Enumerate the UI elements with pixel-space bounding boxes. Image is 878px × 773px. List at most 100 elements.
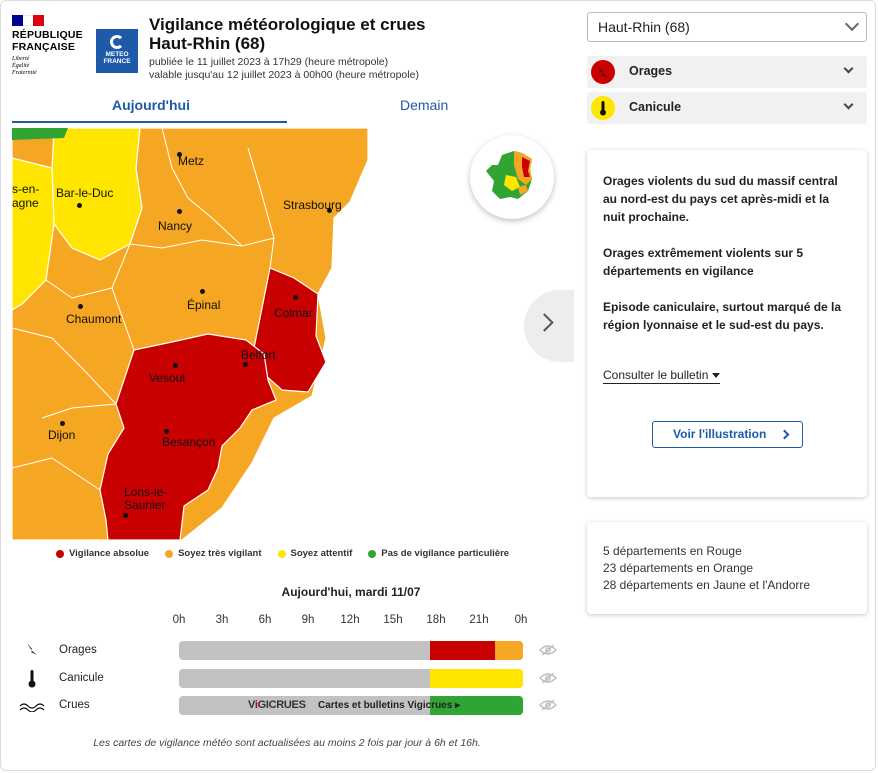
city-label-lons-2: Saunier xyxy=(124,498,166,512)
city-label-chaumont: Chaumont xyxy=(66,312,122,326)
eye-off-icon[interactable] xyxy=(539,699,557,711)
accordion-label: Canicule xyxy=(629,100,682,114)
city-dot-metz xyxy=(177,152,182,157)
department-borders xyxy=(12,128,275,491)
map-region-red-haut-rhin xyxy=(253,267,327,393)
accordion-orages[interactable]: Orages xyxy=(587,56,867,88)
legend-item-red: Vigilance absolue xyxy=(56,548,149,559)
lightning-icon xyxy=(17,642,47,659)
bulletin-paragraph: Episode caniculaire, surtout marqué de l… xyxy=(603,300,842,332)
legend-item-orange: Soyez très vigilant xyxy=(165,548,262,559)
map-svg xyxy=(12,128,562,540)
accordion-label: Orages xyxy=(629,64,673,78)
city-dot-belfort xyxy=(243,362,248,367)
timeline-bar-canicule[interactable] xyxy=(179,669,523,688)
vigicrues-link[interactable]: ViGICRUES Cartes et bulletins Vigicrues … xyxy=(179,696,523,715)
legend-item-yellow: Soyez attentif xyxy=(277,548,352,559)
consult-bulletin-dropdown[interactable]: Consulter le bulletin xyxy=(603,368,721,384)
vigicrues-logo: ViGICRUES xyxy=(248,699,306,711)
lightning-icon xyxy=(591,60,615,84)
map-legend: Vigilance absolue Soyez très vigilant So… xyxy=(56,548,509,559)
flag-icon xyxy=(12,15,45,26)
hour-label: 12h xyxy=(340,614,360,626)
published-date: publiée le 11 juillet 2023 à 17h29 (heur… xyxy=(149,56,389,68)
city-dot-strasbourg xyxy=(327,208,332,213)
city-label-vesoul: Vesoul xyxy=(149,371,186,385)
stat-red: 5 départements en Rouge xyxy=(603,544,742,558)
update-footnote: Les cartes de vigilance météo sont actua… xyxy=(93,737,481,749)
red-dot-icon xyxy=(56,549,64,558)
city-dot-chaumont xyxy=(78,304,83,309)
stat-yellow: 28 départements en Jaune et l'Andorre xyxy=(603,578,811,592)
department-select-value: Haut-Rhin (68) xyxy=(598,19,690,35)
yellow-dot-icon xyxy=(277,549,286,558)
hour-label: 0h xyxy=(172,614,186,626)
caret-down-icon xyxy=(712,373,721,379)
hour-label: 3h xyxy=(215,614,229,626)
legend-item-green: Pas de vigilance particulière xyxy=(368,548,509,559)
chevron-right-icon xyxy=(535,313,554,332)
eye-off-icon[interactable] xyxy=(539,672,557,684)
hour-label: 21h xyxy=(469,614,489,626)
bulletin-paragraph: Orages extrêmement violents sur 5 départ… xyxy=(603,246,804,278)
eye-off-icon[interactable] xyxy=(539,644,557,656)
republique-francaise-logo: RÉPUBLIQUE FRANÇAISE Liberté Égalité Fra… xyxy=(12,15,92,77)
hour-label: 18h xyxy=(426,614,446,626)
accordion-canicule[interactable]: Canicule xyxy=(587,92,867,124)
tab-active-indicator xyxy=(12,121,287,123)
city-label-nancy: Nancy xyxy=(158,219,193,233)
bulletin-card: Orages violents du sud du massif central… xyxy=(587,150,867,497)
city-label-metz: Metz xyxy=(178,154,205,168)
vigicrues-link-label: Cartes et bulletins Vigicrues ▸ xyxy=(318,700,461,711)
hour-label: 0h xyxy=(514,614,528,626)
chevron-down-icon xyxy=(843,99,854,110)
city-dot-epinal xyxy=(200,289,205,294)
waves-icon xyxy=(17,699,47,715)
chevron-down-icon xyxy=(843,63,854,74)
segment-red xyxy=(430,641,495,660)
next-map-button[interactable] xyxy=(524,290,574,362)
city-label-bar-le-duc: Bar-le-Duc xyxy=(56,186,114,200)
map-region-green xyxy=(12,128,68,140)
department-select[interactable]: Haut-Rhin (68) xyxy=(587,12,867,42)
row-label-orages: Orages xyxy=(59,644,97,656)
timeline-bar-orages[interactable] xyxy=(179,641,523,660)
vigilance-map[interactable]: Metz s-en- agne Bar-le-Duc Strasbourg Na… xyxy=(12,128,562,540)
stat-orange: 23 départements en Orange xyxy=(603,561,754,575)
city-label-dijon: Dijon xyxy=(48,428,76,442)
bulletin-paragraph: Orages violents du sud du massif central… xyxy=(603,174,838,224)
rf-name-line1: RÉPUBLIQUE xyxy=(12,29,83,41)
city-label-colmar: Colmar xyxy=(274,306,313,320)
chevron-down-icon xyxy=(844,16,860,32)
city-dot-vesoul xyxy=(173,363,178,368)
tab-tomorrow[interactable]: Demain xyxy=(400,97,449,113)
city-label-epinal: Épinal xyxy=(187,298,221,312)
rf-name-line2: FRANÇAISE xyxy=(12,41,76,53)
view-illustration-button[interactable]: Voir l'illustration xyxy=(652,421,803,448)
city-dot-bar-le-duc xyxy=(77,203,82,208)
map-region-red-south xyxy=(99,333,277,540)
city-label-chalons-partial-2: agne xyxy=(12,196,39,210)
tab-today[interactable]: Aujourd'hui xyxy=(112,97,190,113)
segment-orange xyxy=(495,641,523,660)
city-dot-colmar xyxy=(293,295,298,300)
city-dot-dijon xyxy=(60,421,65,426)
bulletin-text: Orages violents du sud du massif central… xyxy=(603,172,853,334)
hour-label: 9h xyxy=(301,614,315,626)
publication-info: publiée le 11 juillet 2023 à 17h29 (heur… xyxy=(149,56,419,82)
page-title: Vigilance météorologique et crues Haut-R… xyxy=(149,15,426,53)
rf-motto: Liberté Égalité Fraternité xyxy=(12,56,37,76)
segment-yellow xyxy=(430,669,523,688)
city-label-strasbourg: Strasbourg xyxy=(283,198,342,212)
timeline-bar-crues[interactable]: ViGICRUES Cartes et bulletins Vigicrues … xyxy=(179,696,523,715)
france-minimap-button[interactable] xyxy=(470,135,554,219)
france-minimap-icon xyxy=(486,151,532,199)
thermometer-icon xyxy=(591,96,615,120)
city-dot-lons-le-saunier xyxy=(123,513,128,518)
thermometer-icon xyxy=(17,670,47,691)
hour-label: 15h xyxy=(383,614,403,626)
green-dot-icon xyxy=(368,549,377,558)
timeline-title: Aujourd'hui, mardi 11/07 xyxy=(281,585,421,599)
city-label-belfort: Belfort xyxy=(241,348,276,362)
